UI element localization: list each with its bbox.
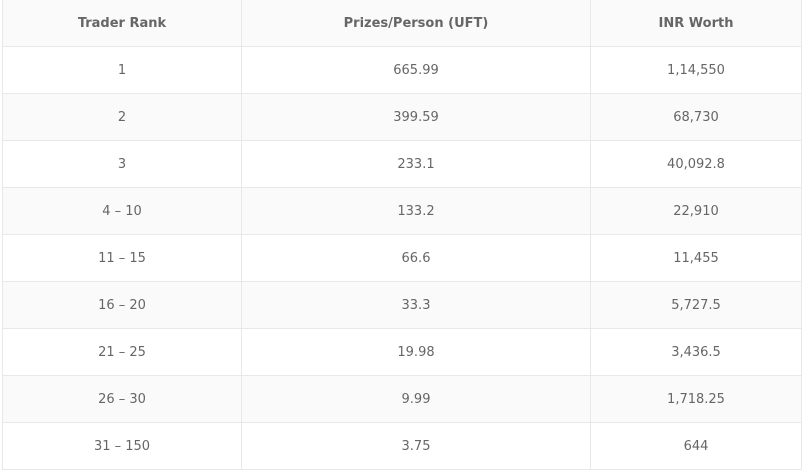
table-cell: 40,092.8 [590,140,802,188]
table-cell: 9.99 [241,375,591,423]
table-row: 21 – 25 19.98 3,436.5 [2,328,802,376]
table-cell: 26 – 30 [2,375,242,423]
table-cell: 665.99 [241,46,591,94]
table-row: 1 665.99 1,14,550 [2,46,802,94]
table-cell: 3 [2,140,242,188]
table-cell: 1,14,550 [590,46,802,94]
table-cell: 5,727.5 [590,281,802,329]
table-cell: 16 – 20 [2,281,242,329]
table-cell: 133.2 [241,187,591,235]
table-row: 11 – 15 66.6 11,455 [2,234,802,282]
table-row: 2 399.59 68,730 [2,93,802,141]
table-cell: 31 – 150 [2,422,242,470]
table-cell: 399.59 [241,93,591,141]
table-cell: 1 [2,46,242,94]
table-row: 4 – 10 133.2 22,910 [2,187,802,235]
table-cell: 233.1 [241,140,591,188]
column-header: Prizes/Person (UFT) [241,0,591,47]
table-cell: 1,718.25 [590,375,802,423]
table-cell: 22,910 [590,187,802,235]
table-cell: 33.3 [241,281,591,329]
table-row: 16 – 20 33.3 5,727.5 [2,281,802,329]
table-cell: 66.6 [241,234,591,282]
table-cell: 19.98 [241,328,591,376]
table-cell: 68,730 [590,93,802,141]
table-cell: 3,436.5 [590,328,802,376]
table-row: 31 – 150 3.75 644 [2,422,802,470]
table-cell: 11 – 15 [2,234,242,282]
column-header: INR Worth [590,0,802,47]
table-row: 3 233.1 40,092.8 [2,140,802,188]
table-cell: 644 [590,422,802,470]
table-cell: 11,455 [590,234,802,282]
table-cell: 3.75 [241,422,591,470]
header-row: Trader Rank Prizes/Person (UFT) INR Worth [2,0,802,47]
table-cell: 21 – 25 [2,328,242,376]
column-header: Trader Rank [2,0,242,47]
table-row: 26 – 30 9.99 1,718.25 [2,375,802,423]
table-cell: 2 [2,93,242,141]
table-cell: 4 – 10 [2,187,242,235]
